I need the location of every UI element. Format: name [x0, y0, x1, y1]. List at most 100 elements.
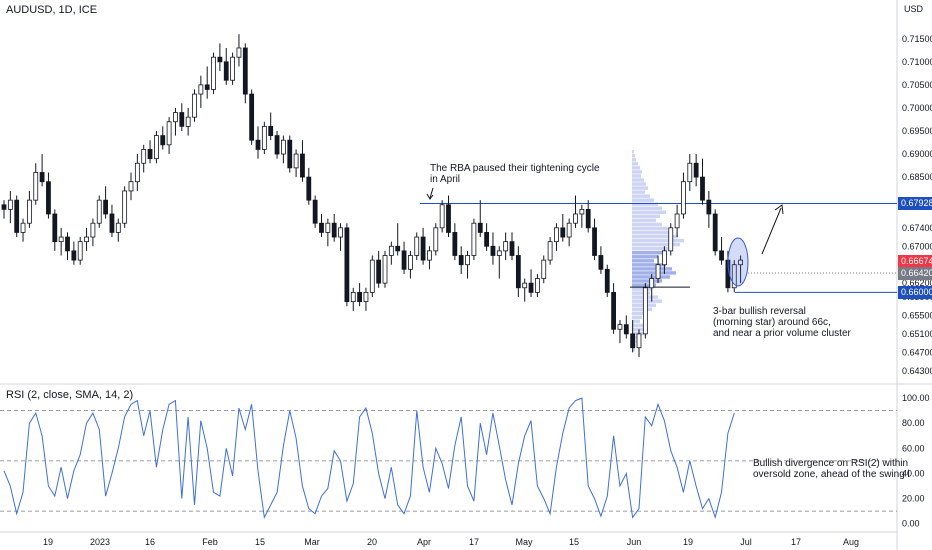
candle: [433, 223, 439, 256]
volume-profile-bar: [632, 154, 635, 158]
candle: [122, 186, 128, 228]
candle: [566, 218, 572, 247]
volume-profile-bar: [632, 230, 672, 235]
candle-body-down: [446, 204, 451, 233]
candle: [655, 255, 661, 284]
candle-body-up: [674, 213, 680, 229]
candle: [33, 163, 39, 205]
candle-body-down: [706, 199, 712, 215]
candle-body-down: [515, 255, 521, 289]
candle-body-down: [484, 232, 490, 247]
volume-profile-bar: [632, 279, 662, 283]
price-tick-label: 0.68500: [902, 172, 932, 182]
volume-profile-bar: [632, 170, 642, 174]
candle: [204, 66, 210, 99]
candle: [388, 241, 394, 265]
candle-body-down: [65, 236, 70, 252]
candle: [592, 218, 597, 261]
rsi-tick-label: 20.00: [902, 494, 925, 504]
candle: [357, 283, 363, 307]
chart-title: AUDUSD, 1D, ICE: [6, 4, 98, 16]
candle: [192, 89, 197, 122]
candle: [471, 218, 477, 261]
candle-body-up: [122, 190, 128, 224]
candle: [312, 195, 318, 228]
candle-body-up: [236, 47, 242, 58]
price-tick-label: 0.64700: [902, 347, 932, 357]
volume-profile-bar: [632, 323, 644, 328]
candle: [26, 190, 32, 228]
trend-arrow-line: [761, 207, 782, 255]
candle-body-down: [490, 245, 496, 256]
candle: [528, 269, 534, 297]
price-tag: 0.66000: [898, 285, 932, 299]
candle-body-down: [242, 47, 248, 95]
time-tick-label: Feb: [202, 537, 218, 547]
candle-body-up: [141, 149, 147, 164]
price-tick-label: 0.67000: [902, 241, 932, 251]
candle: [541, 255, 547, 284]
candle-body-up: [115, 222, 121, 233]
candle: [458, 246, 464, 274]
candle-body-up: [642, 287, 648, 335]
candle-body-down: [693, 162, 699, 178]
levels-layer: [420, 202, 897, 293]
candle-body-up: [388, 245, 394, 256]
annotation-reversal-line-2: (morning star) around 66c,: [713, 317, 831, 328]
time-tick-label: Jun: [627, 537, 642, 547]
time-tick-label: 19: [43, 537, 53, 547]
time-tick-label: May: [515, 537, 533, 547]
candle: [465, 250, 470, 279]
volume-profile-bar: [632, 347, 635, 352]
candle: [58, 227, 64, 256]
candle-body-up: [192, 93, 197, 118]
candle-body-down: [528, 282, 534, 293]
candle-body-down: [452, 232, 458, 256]
volume-profile-bar: [632, 242, 680, 247]
candle: [52, 209, 58, 251]
candle-body-up: [566, 222, 572, 238]
candle-body-down: [71, 250, 77, 261]
candle-body-up: [681, 181, 686, 215]
candle-body-down: [344, 227, 350, 303]
candle: [611, 283, 616, 334]
candle-body-down: [623, 324, 629, 335]
rba-pointer-line: [429, 187, 434, 199]
candle: [484, 223, 490, 251]
trend-arrow-head: [774, 204, 784, 215]
candle: [490, 232, 496, 265]
candle: [515, 246, 521, 297]
candle: [128, 172, 134, 201]
price-tick-label: 0.65100: [902, 329, 932, 339]
candle-body-down: [611, 291, 616, 330]
candle: [598, 246, 604, 274]
candle-body-down: [103, 199, 108, 215]
candle-body-up: [414, 236, 420, 256]
candle: [217, 43, 223, 72]
candle-body-down: [300, 153, 305, 178]
volume-profile-bar: [632, 202, 658, 206]
candle-body-down: [319, 222, 324, 233]
rsi-tick-label: 0.00: [902, 519, 920, 529]
candle-body-up: [26, 199, 32, 224]
candle-body-down: [274, 135, 280, 155]
time-tick-label: 2023: [90, 537, 110, 547]
candle: [554, 223, 559, 251]
candle-body-down: [395, 245, 401, 252]
candle: [452, 223, 458, 261]
candle-body-up: [338, 227, 343, 238]
candle-body-up: [522, 282, 528, 289]
annotation-reversal-line-3: and near a prior volume cluster: [713, 328, 851, 339]
candles-layer: [1, 34, 743, 357]
drawings-layer: [426, 187, 784, 287]
volume-profile: [632, 150, 684, 352]
rsi-tick-label: 100.00: [902, 393, 930, 403]
volume-profile-bar: [632, 283, 656, 287]
volume-profile-bar: [632, 222, 662, 227]
candle-body-up: [20, 222, 26, 233]
volume-profile-bar: [632, 182, 646, 186]
volume-profile-bar: [632, 246, 672, 251]
candle: [103, 186, 108, 219]
candle: [338, 223, 343, 251]
